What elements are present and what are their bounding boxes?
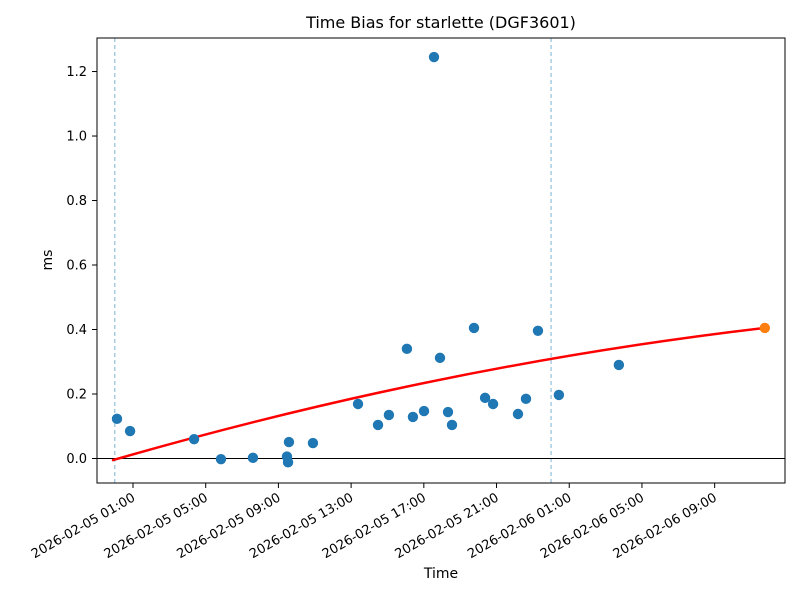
data-point — [247, 452, 259, 464]
data-point — [283, 436, 295, 448]
data-point — [307, 437, 319, 449]
data-point — [434, 352, 446, 364]
data-point — [532, 325, 544, 336]
y-tick-label: 0.8 — [66, 194, 87, 209]
chart-title: Time Bias for starlette (DGF3601) — [305, 13, 576, 32]
data-point — [520, 393, 532, 405]
data-point — [407, 411, 419, 423]
y-tick-label: 0.2 — [66, 388, 87, 403]
y-tick-label: 1.0 — [66, 130, 87, 145]
data-point — [553, 389, 565, 401]
data-point — [401, 343, 413, 355]
data-point — [468, 322, 480, 334]
data-point — [124, 425, 136, 437]
data-point — [428, 51, 440, 63]
data-point — [352, 398, 364, 410]
data-point — [372, 419, 384, 431]
data-point — [487, 398, 499, 410]
data-point — [282, 457, 294, 468]
data-point — [215, 453, 227, 465]
y-tick-label: 0.0 — [66, 452, 87, 467]
data-point — [446, 419, 458, 431]
x-axis-label: Time — [423, 566, 458, 582]
trend-line — [111, 326, 767, 462]
data-point — [383, 409, 395, 421]
data-point — [512, 408, 524, 420]
y-tick-label: 0.4 — [66, 323, 87, 338]
data-point — [479, 392, 491, 404]
y-axis-label: ms — [40, 250, 56, 271]
data-point — [418, 405, 430, 417]
axes-border — [96, 37, 786, 484]
data-point — [442, 406, 454, 418]
data-point — [188, 433, 200, 445]
y-tick-label: 1.2 — [66, 65, 87, 80]
data-point — [613, 359, 625, 371]
y-tick-label: 0.6 — [66, 259, 87, 274]
predicted-data-point — [759, 322, 771, 334]
data-point — [111, 413, 123, 425]
